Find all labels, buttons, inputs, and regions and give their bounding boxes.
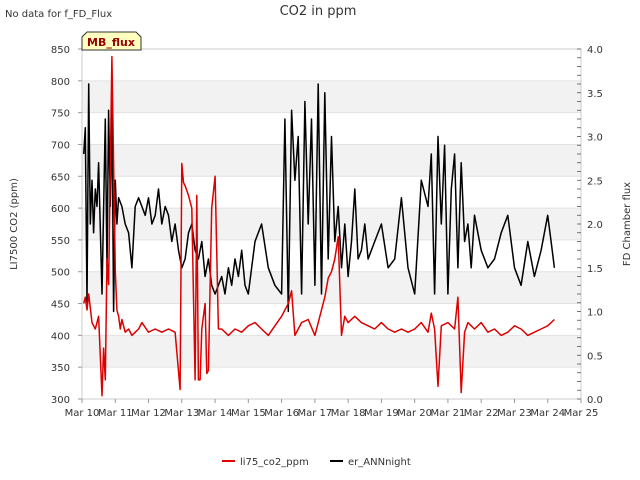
legend-label-ann: er_ANNnight [348, 457, 411, 468]
y-axis-right: 0.0 0.5 1.0 1.5 2.0 2.5 3.0 3.5 4.0 [577, 45, 603, 406]
chart-title: CO2 in ppm [280, 4, 357, 19]
series-layer [82, 55, 556, 397]
y2-tick-label: 0.0 [587, 395, 603, 406]
grid-band [82, 49, 581, 81]
grid-band [82, 208, 581, 240]
series-line-er_ANNnight [82, 83, 556, 313]
y2-tick-label: 2.0 [587, 220, 603, 231]
grid-band [82, 239, 581, 272]
grid-band [82, 271, 581, 304]
y-tick-label: 400 [51, 331, 70, 342]
x-tick-label: Mar 10 [65, 408, 100, 419]
y-tick-label: 750 [51, 109, 70, 120]
y-tick-label: 600 [51, 204, 70, 215]
y-axis-left: 300 350 400 450 500 550 600 650 700 750 800 850 [51, 45, 82, 406]
x-tick-label: Mar 22 [464, 408, 499, 419]
y2-tick-label: 2.5 [587, 176, 603, 187]
y-axis-title: LI7500 CO2 (ppm) [9, 178, 20, 270]
x-tick-label: Mar 14 [198, 408, 233, 419]
grid-band [82, 367, 581, 399]
x-tick-label: Mar 17 [297, 408, 332, 419]
y-tick-label: 500 [51, 268, 70, 279]
badge-label: MB_flux [87, 36, 135, 49]
x-tick-label: Mar 19 [364, 408, 399, 419]
x-tick-label: Mar 25 [564, 408, 599, 419]
y-tick-label: 350 [51, 363, 70, 374]
y-tick-label: 450 [51, 300, 70, 311]
x-tick-label: Mar 15 [231, 408, 266, 419]
x-tick-label: Mar 23 [497, 408, 532, 419]
y2-tick-label: 4.0 [587, 45, 603, 56]
y-tick-label: 850 [51, 45, 70, 56]
y2-tick-label: 3.0 [587, 133, 603, 144]
y-tick-label: 700 [51, 140, 70, 151]
legend-label-li75: li75_co2_ppm [240, 457, 309, 468]
no-data-notice: No data for f_FD_Flux [5, 9, 112, 20]
x-tick-label: Mar 16 [264, 408, 299, 419]
x-tick-label: Mar 12 [131, 408, 166, 419]
y2-tick-label: 3.5 [587, 89, 603, 100]
y-tick-label: 300 [51, 395, 70, 406]
grid-band [82, 335, 581, 368]
x-tick-label: Mar 24 [530, 408, 565, 419]
y-tick-label: 550 [51, 236, 70, 247]
y-tick-label: 650 [51, 172, 70, 183]
x-tick-label: Mar 11 [98, 408, 133, 419]
y2-tick-label: 0.5 [587, 351, 603, 362]
y2-tick-label: 1.5 [587, 264, 603, 275]
grid-band [82, 80, 581, 113]
y2-tick-label: 1.0 [587, 308, 603, 319]
x-tick-label: Mar 13 [164, 408, 199, 419]
legend: li75_co2_ppm er_ANNnight [222, 457, 411, 468]
grid-band [82, 176, 581, 209]
grid-bands [82, 49, 581, 400]
x-tick-label: Mar 20 [397, 408, 432, 419]
x-tick-label: Mar 21 [431, 408, 466, 419]
x-tick-label: Mar 18 [331, 408, 366, 419]
series-line-li75_co2_ppm [82, 55, 555, 397]
y2-axis-title: FD Chamber flux [622, 182, 633, 266]
y-tick-label: 800 [51, 77, 70, 88]
mb-flux-badge[interactable]: MB_flux [81, 31, 142, 51]
